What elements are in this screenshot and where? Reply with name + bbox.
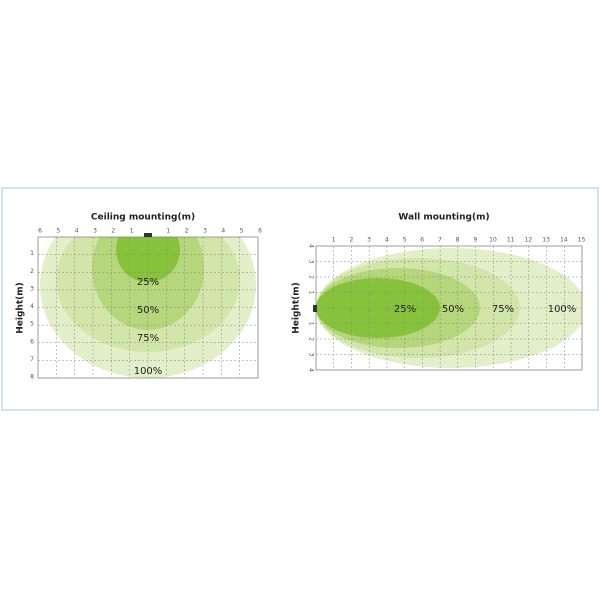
y-tick-label: 1: [30, 250, 34, 257]
x-tick-label: 3: [367, 237, 371, 244]
y-tick-label: 3: [308, 353, 315, 357]
x-tick-label: 1: [130, 228, 134, 235]
x-tick-label: 3: [203, 228, 207, 235]
zone-label: 75%: [492, 304, 514, 315]
y-tick-label: 6: [30, 338, 34, 345]
y-tick-label: 2: [308, 337, 315, 341]
x-tick-label: 1: [332, 237, 336, 244]
y-tick-label: 2: [30, 268, 34, 275]
x-tick-label: 15: [578, 237, 586, 244]
panel-title: Wall mounting(m): [398, 213, 489, 223]
zone-label: 100%: [134, 366, 163, 377]
panel-title: Ceiling mounting(m): [91, 213, 195, 223]
y-tick-label: 1: [308, 322, 315, 326]
y-tick-label: 8: [30, 374, 34, 381]
x-tick-label: 13: [542, 237, 550, 244]
x-tick-label: 4: [75, 228, 79, 235]
zone-label: 50%: [137, 305, 159, 316]
y-tick-label: 4: [308, 244, 315, 248]
x-tick-label: 4: [385, 237, 389, 244]
zone-label: 100%: [548, 304, 577, 315]
frame: [1, 187, 599, 411]
y-tick-label: 3: [308, 260, 315, 264]
x-tick-label: 6: [258, 228, 262, 235]
x-tick-label: 4: [221, 228, 225, 235]
x-tick-label: 2: [349, 237, 353, 244]
y-axis-label: Height(m): [292, 282, 302, 333]
y-tick-label: 2: [308, 275, 315, 279]
x-tick-label: 6: [420, 237, 424, 244]
y-tick-label: 7: [30, 356, 34, 363]
x-tick-label: 14: [560, 237, 568, 244]
zone-area: [116, 237, 180, 282]
x-tick-label: 2: [185, 228, 189, 235]
x-tick-label: 5: [403, 237, 407, 244]
y-tick-label: 3: [30, 285, 34, 292]
zone-label: 50%: [442, 304, 464, 315]
x-tick-label: 8: [456, 237, 460, 244]
y-axis-label: Height(m): [16, 282, 26, 333]
x-tick-label: 6: [38, 228, 42, 235]
y-tick-label: 5: [30, 321, 34, 328]
x-tick-label: 12: [525, 237, 533, 244]
zone-label: 75%: [137, 333, 159, 344]
y-tick-label: 1: [308, 291, 315, 295]
x-tick-label: 9: [473, 237, 477, 244]
x-tick-label: 2: [111, 228, 115, 235]
y-tick-label: 4: [308, 368, 315, 372]
x-tick-label: 5: [240, 228, 244, 235]
ceiling-panel: 6 5 4 3 2 1 1 2 3 4 5 6 1 2 3 4 5 6 7 8 Ceiling mounting(m) H…: [16, 213, 263, 381]
y-tick-label: 4: [30, 303, 34, 310]
zone-label: 25%: [137, 277, 159, 288]
x-tick-label: 7: [438, 237, 442, 244]
x-tick-label: 1: [166, 228, 170, 235]
x-tick-label: 3: [93, 228, 97, 235]
x-tick-label: 5: [56, 228, 60, 235]
x-tick-label: 11: [507, 237, 515, 244]
sensor: [144, 233, 152, 237]
zone-label: 25%: [394, 304, 416, 315]
sensor: [313, 305, 317, 312]
x-tick-label: 10: [489, 237, 497, 244]
